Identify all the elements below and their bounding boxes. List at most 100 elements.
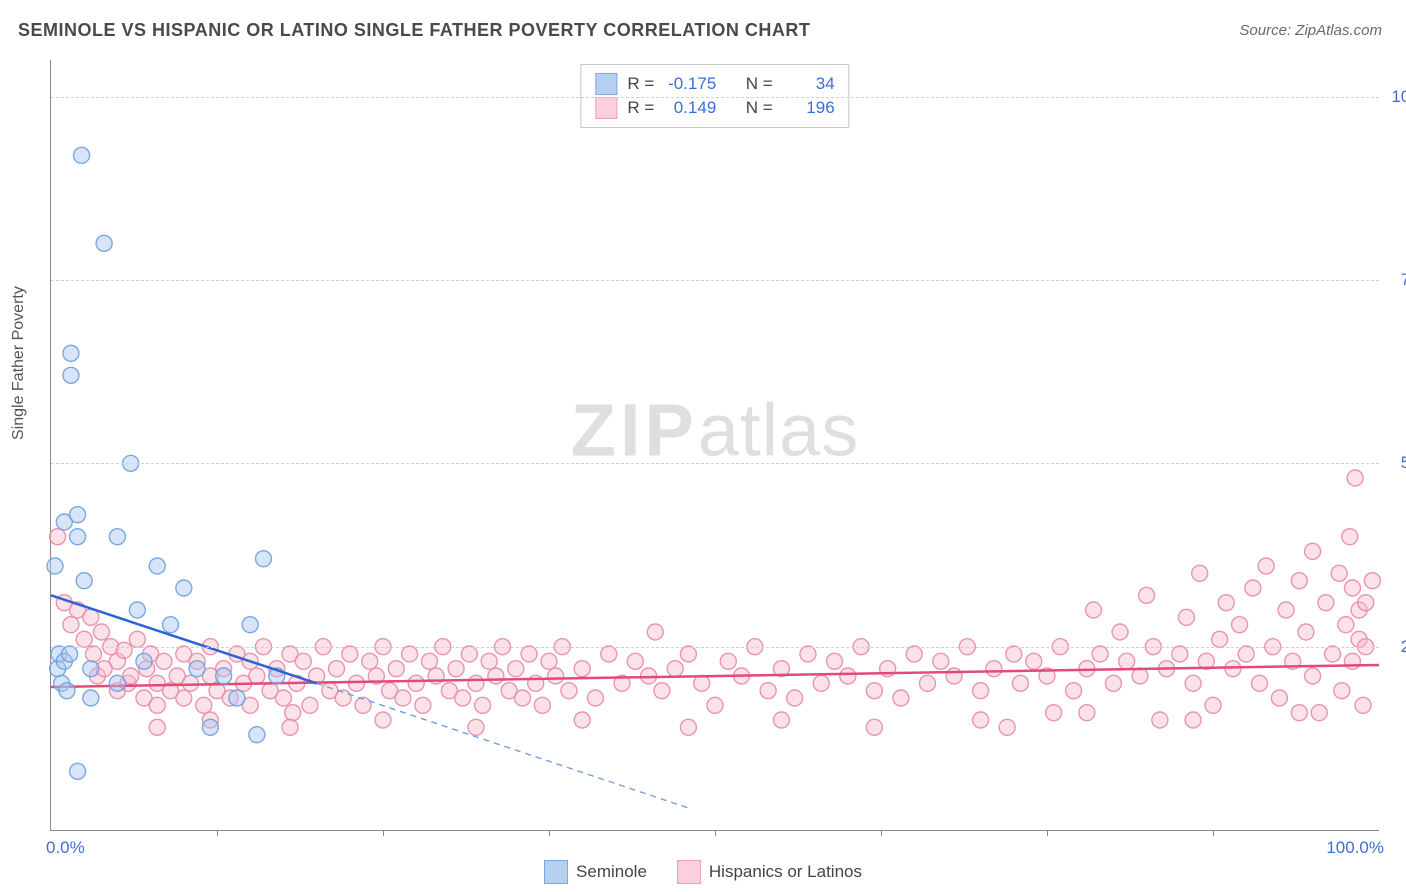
data-point (1245, 580, 1261, 596)
data-point (1278, 602, 1294, 618)
data-point (189, 661, 205, 677)
data-point (402, 646, 418, 662)
data-point (329, 661, 345, 677)
x-tick (1047, 830, 1048, 836)
data-point (1271, 690, 1287, 706)
data-point (149, 697, 165, 713)
data-point (109, 529, 125, 545)
data-point (362, 653, 378, 669)
data-point (667, 661, 683, 677)
data-point (421, 653, 437, 669)
data-point (163, 617, 179, 633)
data-point (919, 675, 935, 691)
data-point (521, 646, 537, 662)
data-point (1298, 624, 1314, 640)
data-point (47, 558, 63, 574)
data-point (1364, 573, 1380, 589)
data-point (840, 668, 856, 684)
data-point (986, 661, 1002, 677)
data-point (388, 661, 404, 677)
data-point (813, 675, 829, 691)
regression-line-dashed (317, 683, 689, 808)
x-tick (383, 830, 384, 836)
data-point (1305, 543, 1321, 559)
data-point (1012, 675, 1028, 691)
data-point (375, 712, 391, 728)
data-point (83, 690, 99, 706)
data-point (255, 551, 271, 567)
data-point (1238, 646, 1254, 662)
data-point (196, 697, 212, 713)
legend-label-hispanic: Hispanics or Latinos (709, 862, 862, 882)
data-point (282, 719, 298, 735)
data-point (1344, 580, 1360, 596)
data-point (1026, 653, 1042, 669)
data-point (85, 646, 101, 662)
x-tick (1213, 830, 1214, 836)
data-point (76, 573, 92, 589)
bottom-legend: Seminole Hispanics or Latinos (544, 860, 862, 884)
data-point (1132, 668, 1148, 684)
gridline (51, 463, 1379, 464)
data-point (275, 690, 291, 706)
data-point (1205, 697, 1221, 713)
data-point (973, 712, 989, 728)
data-point (176, 580, 192, 596)
data-point (508, 661, 524, 677)
gridline (51, 280, 1379, 281)
y-tick-label: 100.0% (1389, 87, 1406, 107)
data-point (461, 646, 477, 662)
data-point (129, 631, 145, 647)
data-point (1152, 712, 1168, 728)
x-tick (881, 830, 882, 836)
data-point (415, 697, 431, 713)
data-point (242, 617, 258, 633)
legend-item-seminole: Seminole (544, 860, 647, 884)
data-point (1079, 705, 1095, 721)
x-tick-label-max: 100.0% (1326, 838, 1384, 858)
data-point (627, 653, 643, 669)
data-point (96, 235, 112, 251)
data-point (202, 719, 218, 735)
y-tick-label: 25.0% (1389, 637, 1406, 657)
data-point (302, 697, 318, 713)
y-tick-label: 75.0% (1389, 270, 1406, 290)
data-point (249, 727, 265, 743)
data-point (468, 719, 484, 735)
data-point (1212, 631, 1228, 647)
data-point (1185, 712, 1201, 728)
data-point (561, 683, 577, 699)
data-point (574, 661, 590, 677)
data-point (760, 683, 776, 699)
data-point (1325, 646, 1341, 662)
plot-area: ZIPatlas R = -0.175 N = 34 R = 0.149 N =… (50, 60, 1379, 831)
data-point (475, 697, 491, 713)
x-tick (715, 830, 716, 836)
data-point (1178, 609, 1194, 625)
x-tick-label-min: 0.0% (46, 838, 85, 858)
y-axis-label: Single Father Poverty (10, 286, 28, 440)
data-point (149, 558, 165, 574)
data-point (1172, 646, 1188, 662)
data-point (455, 690, 471, 706)
data-point (342, 646, 358, 662)
data-point (156, 653, 172, 669)
data-point (63, 367, 79, 383)
data-point (229, 690, 245, 706)
data-point (348, 675, 364, 691)
x-tick (549, 830, 550, 836)
data-point (1046, 705, 1062, 721)
data-point (541, 653, 557, 669)
data-point (1258, 558, 1274, 574)
data-point (136, 653, 152, 669)
data-point (1139, 587, 1155, 603)
data-point (1085, 602, 1101, 618)
source-value: ZipAtlas.com (1295, 22, 1382, 39)
data-point (694, 675, 710, 691)
data-point (50, 529, 66, 545)
data-point (83, 609, 99, 625)
data-point (601, 646, 617, 662)
data-point (182, 675, 198, 691)
data-point (1119, 653, 1135, 669)
data-point (893, 690, 909, 706)
